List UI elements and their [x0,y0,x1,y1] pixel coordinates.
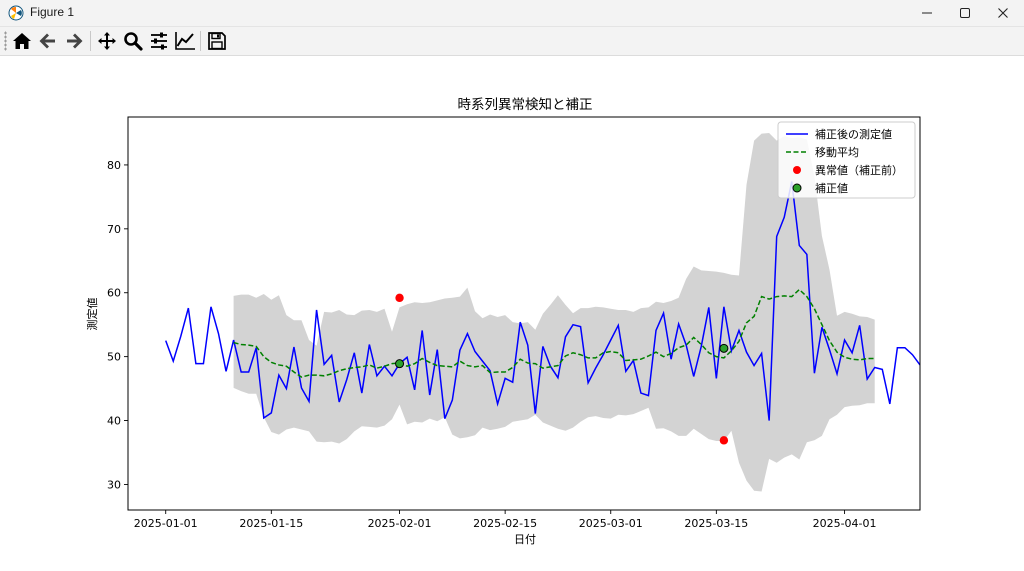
x-tick-label: 2025-03-15 [684,517,748,530]
y-tick-label: 60 [107,287,121,300]
save-button[interactable] [205,29,229,53]
matplotlib-app-icon [8,5,24,21]
x-tick-label: 2025-01-01 [134,517,198,530]
toolbar-separator [90,31,91,51]
toolbar-grip [4,31,7,51]
legend-marker-corrected [792,183,802,193]
figure-canvas[interactable]: 時系列異常検知と補正 2025-01-01 2025-01-15 2025-02-0… [0,56,1024,567]
back-button[interactable] [36,29,60,53]
y-tick-label: 40 [107,415,121,428]
minimize-button[interactable] [904,0,950,26]
minimize-icon [922,12,932,14]
y-tick-label: 80 [107,159,121,172]
corrected-point [395,359,405,369]
axes-frame [127,116,921,511]
legend-label: 異常値（補正前） [815,163,903,177]
edit-axis-icon [175,32,195,50]
pan-icon [98,32,116,50]
anomaly-chart: 時系列異常検知と補正 2025-01-01 2025-01-15 2025-02-0… [85,96,921,546]
forward-button[interactable] [62,29,86,53]
anomaly-point [719,436,729,445]
maximize-icon [960,8,970,18]
toolbar-separator [200,31,201,51]
x-tick-label: 2025-02-15 [473,517,537,530]
legend-label: 補正後の測定値 [815,127,892,141]
x-axis-label: 日付 [514,533,536,546]
configure-subplots-icon [151,32,167,50]
close-button[interactable] [980,0,1024,26]
y-axis-label: 測定値 [85,298,99,331]
zoom-icon [124,32,143,51]
confidence-band [233,133,875,492]
home-icon [13,33,31,49]
legend-box [777,121,916,199]
x-tick-label: 2025-03-01 [579,517,643,530]
y-tick-label: 50 [107,351,121,364]
x-tick-label: 2025-01-15 [239,517,303,530]
x-tick-label: 2025-04-01 [813,517,877,530]
home-button[interactable] [10,29,34,53]
edit-axis-button[interactable] [173,29,197,53]
x-tick-label: 2025-02-01 [368,517,432,530]
save-icon [208,32,226,50]
close-icon [998,8,1008,18]
forward-icon [67,33,83,49]
configure-subplots-button[interactable] [147,29,171,53]
y-tick-label: 70 [107,223,121,236]
anomaly-point [395,293,404,303]
zoom-button[interactable] [121,29,145,53]
legend-label: 移動平均 [815,145,859,159]
moving-average-line [233,288,875,378]
window-title: Figure 1 [30,5,75,19]
back-icon [39,33,55,49]
maximize-button[interactable] [942,0,988,26]
y-tick-label: 30 [107,478,121,491]
window-titlebar: Figure 1 [0,0,1024,27]
legend-marker-anomaly [793,166,801,174]
corrected-series-line [165,181,921,421]
navigation-toolbar [0,27,1024,56]
corrected-point [719,343,729,353]
chart-title: 時系列異常検知と補正 [458,96,593,113]
pan-button[interactable] [95,29,119,53]
legend-label: 補正値 [815,182,848,195]
